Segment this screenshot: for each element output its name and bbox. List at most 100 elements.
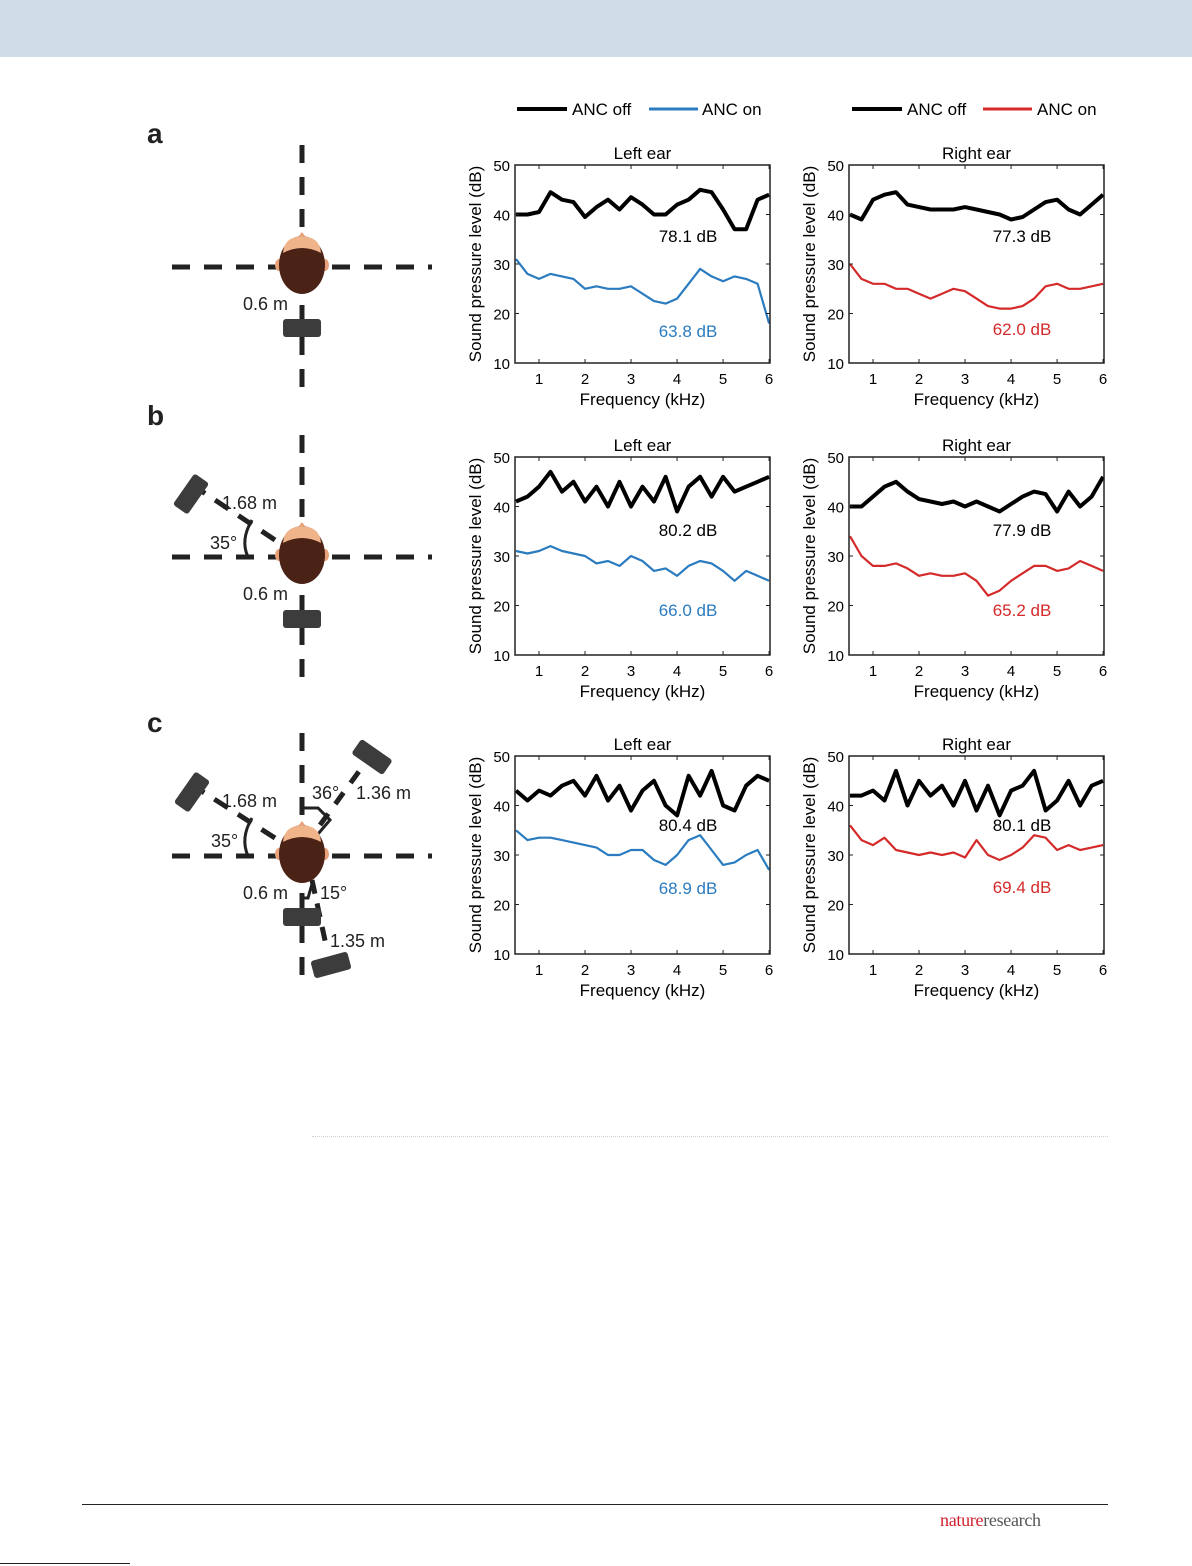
y-tick-label: 50 [493,158,510,175]
x-tick-label: 4 [1007,663,1015,680]
anc-off-level-label: 77.3 dB [993,227,1052,246]
x-tick-label: 5 [719,371,727,388]
x-tick-label: 6 [765,663,773,680]
series-line-anc-on [849,535,1104,597]
angle-arc [302,806,333,835]
plot-frame [514,755,771,955]
x-tick-label: 3 [627,962,635,979]
distance-label: 1.68 m [222,791,277,811]
bottom-divider [0,1563,130,1564]
x-tick-label: 3 [627,371,635,388]
y-tick-label: 40 [493,500,510,517]
distance-label: 0.6 m [243,584,288,604]
speaker-icon [283,908,321,926]
x-tick-label: 6 [1099,371,1107,388]
distance-label: 0.6 m [243,294,288,314]
x-tick-label: 2 [915,962,923,979]
panel-label-b: b [147,400,165,431]
anc-off-level-label: 80.4 dB [659,816,718,835]
y-tick-label: 50 [493,450,510,467]
legend-right: ANC off ANC on [852,100,1097,119]
anc-off-level-label: 80.1 dB [993,816,1052,835]
x-axis-label: Frequency (kHz) [580,981,706,1000]
x-tick-label: 5 [719,962,727,979]
speaker-icon [351,738,393,776]
divider [312,1136,1108,1137]
y-tick-label: 10 [493,648,510,665]
chart-title: Right ear [942,144,1011,163]
chart-title: Left ear [614,436,672,455]
angle-label: 36° [312,783,339,803]
y-tick-label: 30 [827,848,844,865]
series-line-anc-off [514,768,770,818]
angle-label: 35° [211,831,238,851]
x-tick-label: 5 [1053,962,1061,979]
y-tick-label: 40 [493,799,510,816]
x-tick-label: 2 [581,663,589,680]
anc-on-level-label: 63.8 dB [659,322,718,341]
y-tick-label: 50 [827,450,844,467]
x-tick-label: 4 [673,962,681,979]
series-line-anc-off [515,469,770,514]
speaker-icon [283,319,321,337]
x-tick-label: 1 [869,663,877,680]
x-axis-label: Frequency (kHz) [580,682,706,701]
charts: Left ear 1 2 3 4 5 6 10 20 30 40 50 Frequency (kHz) S… [466,144,1107,1000]
x-tick-label: 5 [719,663,727,680]
logo-research: research [983,1510,1041,1530]
legend-label-anc-on: ANC on [702,100,762,119]
x-tick-label: 6 [765,371,773,388]
y-tick-label: 50 [827,749,844,766]
y-tick-label: 10 [827,947,844,964]
head-icon [275,522,329,584]
y-tick-label: 20 [493,599,510,616]
angle-label: 15° [320,883,347,903]
nature-research-logo: natureresearch [940,1510,1041,1531]
anc-on-level-label: 69.4 dB [993,878,1052,897]
x-tick-label: 5 [1053,663,1061,680]
series-line-anc-on [849,824,1104,862]
y-tick-label: 40 [827,799,844,816]
anc-on-level-label: 65.2 dB [993,601,1052,620]
chart-b-left-ear: Left ear 1 2 3 4 5 6 10 20 30 40 50 Frequency (kHz) S… [466,436,773,701]
series-line-anc-off [850,768,1104,818]
distance-label: 1.36 m [356,783,411,803]
anc-off-level-label: 77.9 dB [993,521,1052,540]
x-tick-label: 3 [961,962,969,979]
anc-off-level-label: 78.1 dB [659,227,718,246]
x-tick-label: 1 [869,962,877,979]
y-axis-label: Sound pressure level (dB) [800,458,819,655]
y-tick-label: 10 [827,356,844,373]
logo-nature: nature [940,1510,984,1530]
series-line-anc-off [516,187,770,232]
angle-arc [243,519,254,558]
x-axis-label: Frequency (kHz) [914,981,1040,1000]
chart-title: Right ear [942,436,1011,455]
legend-left: ANC off ANC on [517,100,762,119]
y-axis-label: Sound pressure level (dB) [466,166,485,363]
anc-off-level-label: 80.2 dB [659,521,718,540]
angle-arc [243,817,254,857]
x-tick-label: 3 [961,371,969,388]
angle-label: 35° [210,533,237,553]
y-tick-label: 10 [493,356,510,373]
series-line-anc-off [849,190,1105,222]
y-tick-label: 30 [827,257,844,274]
x-tick-label: 2 [581,371,589,388]
anc-on-level-label: 68.9 dB [659,879,718,898]
distance-label: 1.68 m [222,493,277,513]
x-axis-label: Frequency (kHz) [914,390,1040,409]
y-tick-label: 10 [493,947,510,964]
header-band [0,0,1192,57]
speaker-line [198,487,277,543]
x-tick-label: 6 [1099,663,1107,680]
y-axis-label: Sound pressure level (dB) [800,757,819,954]
x-tick-label: 6 [765,962,773,979]
anc-on-level-label: 66.0 dB [659,601,718,620]
panel-label-a: a [147,118,163,149]
distance-label: 0.6 m [243,883,288,903]
chart-title: Left ear [614,735,672,754]
x-tick-label: 4 [673,663,681,680]
speaker-icon [310,951,352,979]
x-tick-label: 1 [535,962,543,979]
